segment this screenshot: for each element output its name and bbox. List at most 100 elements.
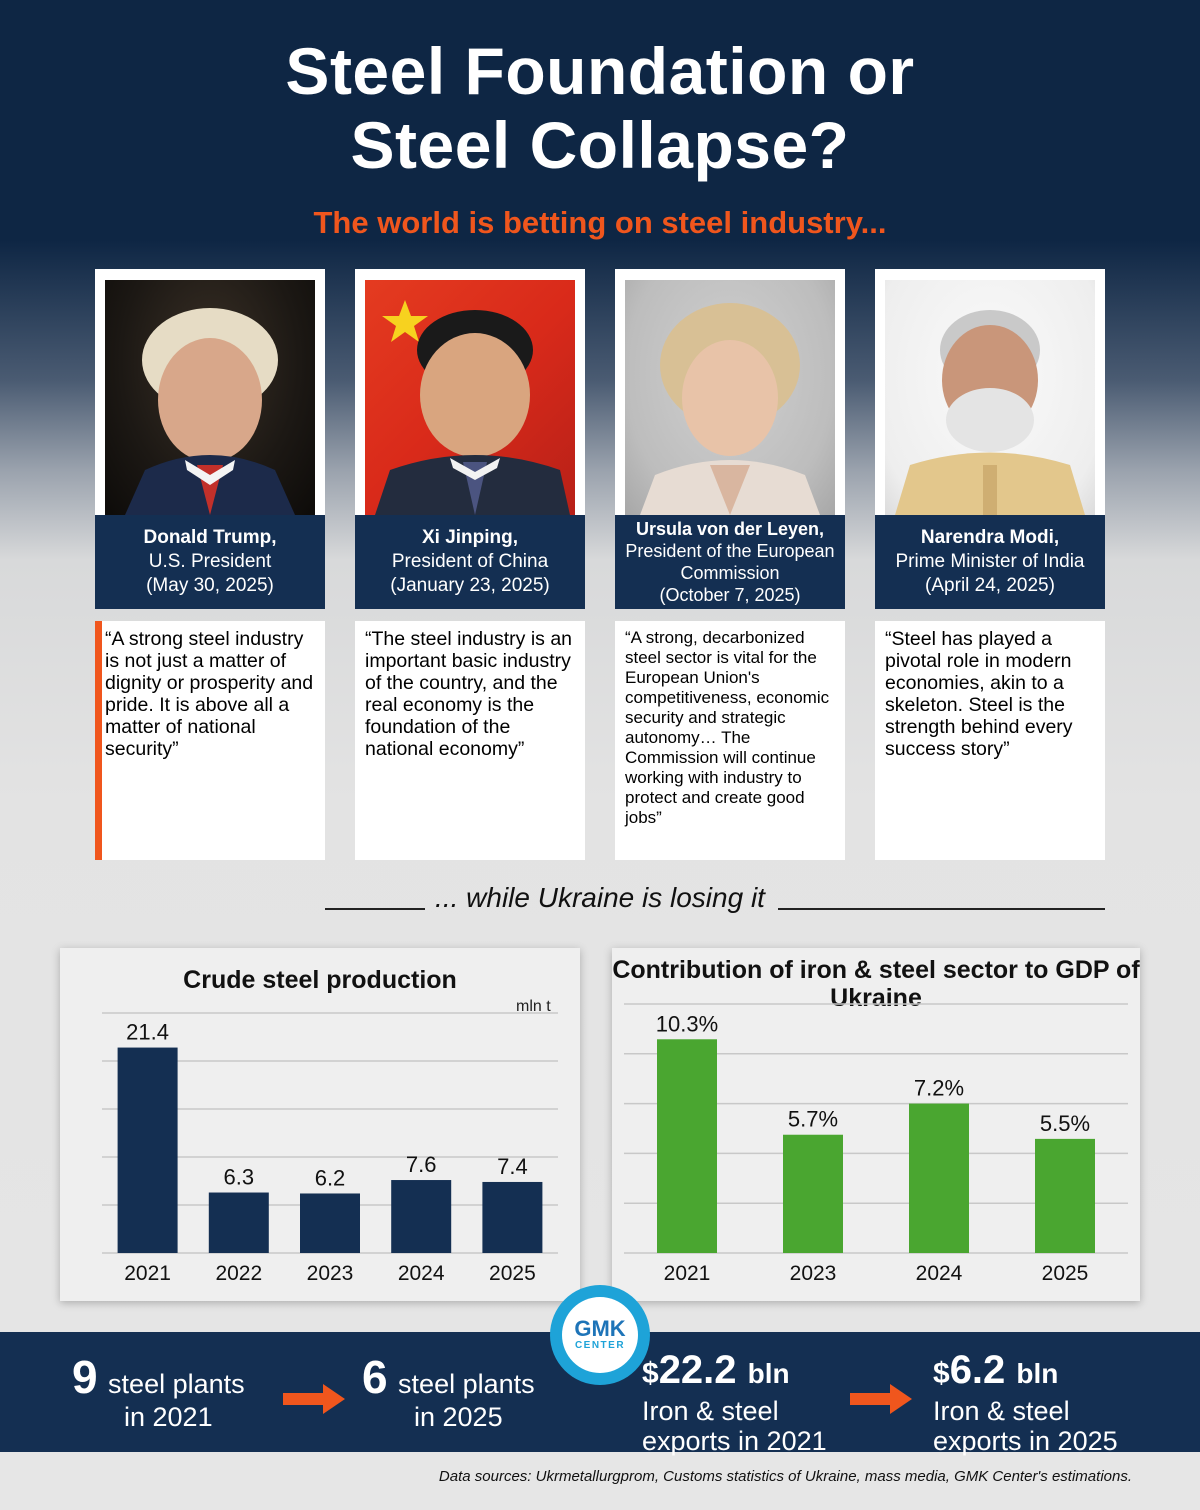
leader-name-box: Ursula von der Leyen, President of the E…	[615, 515, 845, 609]
photo-frame	[875, 269, 1105, 515]
leader-card-xi: Xi Jinping, President of China (January …	[355, 269, 585, 860]
quote-box: “A strong steel industry is not just a m…	[95, 621, 325, 860]
bar	[391, 1180, 452, 1253]
caption-line-right	[778, 908, 1105, 910]
bar	[117, 1047, 178, 1253]
stat-exports-2025: $6.2 bln Iron & steel exports in 2025	[933, 1348, 1118, 1456]
quote-box: “A strong, decarbonized steel sector is …	[615, 621, 845, 860]
bar	[300, 1193, 360, 1253]
chart-crude-steel: 21.4 2021 6.3 2022 6.2 2023 7.6 2024 7.4 2025	[102, 1012, 558, 1285]
chart-crude-steel-panel: Crude steel production mln t 21.4 2021 6.3…	[60, 948, 580, 1301]
quote-date: (May 30, 2025)	[146, 575, 274, 596]
leader-name: Narendra Modi,	[920, 527, 1060, 548]
quote-date: (April 24, 2025)	[925, 575, 1055, 596]
x-tick-label: 2021	[664, 1262, 711, 1285]
logo-text-center: CENTER	[574, 1340, 626, 1351]
stat-label: exports in 2025	[933, 1426, 1118, 1456]
bar	[482, 1181, 543, 1253]
currency-sign: $	[933, 1357, 950, 1390]
photo-frame	[355, 269, 585, 515]
leader-quote: “A strong, decarbonized steel sector is …	[625, 628, 830, 827]
stat-label: steel plants	[108, 1369, 245, 1399]
x-tick-label: 2023	[790, 1262, 837, 1285]
quote-box: “The steel industry is an important basi…	[355, 621, 585, 860]
bar-value-label: 5.5%	[1040, 1111, 1090, 1136]
leader-name: Xi Jinping,	[421, 527, 519, 548]
quote-date: (January 23, 2025)	[390, 575, 550, 596]
leader-card-modi: Narendra Modi, Prime Minister of India (…	[875, 269, 1105, 860]
bar-value-label: 5.7%	[788, 1107, 838, 1132]
gmk-center-logo: GMK CENTER	[550, 1285, 650, 1385]
leader-quote: “A strong steel industry is not just a m…	[105, 628, 314, 760]
bar	[657, 1039, 717, 1253]
bar-value-label: 21.4	[126, 1020, 169, 1045]
leader-name-box: Xi Jinping, President of China (January …	[355, 515, 585, 609]
arrow-right-icon	[283, 1384, 345, 1414]
photo-frame	[95, 269, 325, 515]
stat-value: 6.2	[949, 1348, 1006, 1392]
stat-number: 9	[72, 1351, 98, 1403]
stat-label: in 2021	[124, 1402, 213, 1432]
stat-exports-2021: $22.2 bln Iron & steel exports in 2021	[642, 1348, 827, 1456]
x-tick-label: 2022	[215, 1262, 262, 1285]
stat-label: steel plants	[398, 1369, 535, 1399]
bar	[783, 1134, 843, 1253]
bar-value-label: 7.6	[406, 1152, 437, 1177]
chart-unit: mln t	[516, 998, 551, 1015]
stat-money: $6.2 bln	[933, 1348, 1118, 1396]
stat-unit: bln	[747, 1358, 790, 1389]
leader-card-von-der-leyen: Ursula von der Leyen, President of the E…	[615, 269, 845, 860]
leader-role: President of the European Commission	[625, 541, 835, 583]
data-sources-note: Data sources: Ukrmetallurgprom, Customs …	[438, 1468, 1132, 1485]
chart-gdp-contribution-panel: Contribution of iron & steel sector to G…	[612, 948, 1140, 1301]
title-line-1: Steel Foundation or	[285, 34, 915, 108]
portrait-trump	[105, 280, 315, 515]
bar	[909, 1103, 969, 1253]
stat-label: exports in 2021	[642, 1426, 827, 1456]
quote-accent-bar	[95, 621, 102, 860]
leader-role: President of China	[391, 551, 549, 572]
leader-name: Donald Trump,	[143, 527, 277, 548]
portrait-modi	[885, 280, 1095, 515]
x-tick-label: 2024	[916, 1262, 963, 1285]
bar-value-label: 6.2	[315, 1165, 346, 1190]
caption-line-left	[325, 908, 425, 910]
x-tick-label: 2025	[489, 1262, 536, 1285]
stat-value: 22.2	[658, 1348, 737, 1392]
title-line-2: Steel Collapse?	[350, 108, 850, 182]
leader-name: Ursula von der Leyen,	[635, 519, 825, 539]
arrow-right-icon	[850, 1384, 912, 1414]
x-tick-label: 2025	[1042, 1262, 1089, 1285]
bar-value-label: 7.4	[497, 1154, 528, 1179]
leader-role: U.S. President	[148, 551, 272, 572]
logo-inner: GMK CENTER	[562, 1297, 638, 1373]
leader-quote: “Steel has played a pivotal role in mode…	[885, 628, 1073, 760]
stat-money: $22.2 bln	[642, 1348, 827, 1396]
portrait-xi	[365, 280, 575, 515]
leader-quote: “The steel industry is an important basi…	[365, 628, 573, 760]
bar	[1035, 1138, 1095, 1253]
portrait-von-der-leyen	[625, 280, 835, 515]
logo-text-gmk: GMK	[574, 1316, 626, 1341]
leader-name-box: Narendra Modi, Prime Minister of India (…	[875, 515, 1105, 609]
chart-gdp-contribution: 10.3% 2021 5.7% 2023 7.2% 2024 5.5% 2025	[624, 1003, 1128, 1285]
bar-value-label: 10.3%	[656, 1011, 718, 1036]
bar-value-label: 6.3	[224, 1165, 255, 1190]
leader-name-box: Donald Trump, U.S. President (May 30, 20…	[95, 515, 325, 609]
x-tick-label: 2023	[307, 1262, 354, 1285]
stat-plants-2021: 9 steel plants in 2021	[72, 1352, 245, 1432]
leader-card-trump: Donald Trump, U.S. President (May 30, 20…	[95, 269, 325, 860]
photo-frame	[615, 269, 845, 515]
x-tick-label: 2024	[398, 1262, 445, 1285]
chart-title: Contribution of iron & steel sector to G…	[612, 956, 1140, 1012]
page-subtitle: The world is betting on steel industry..…	[313, 205, 887, 240]
currency-sign: $	[642, 1357, 659, 1390]
section-caption: ... while Ukraine is losing it	[435, 882, 765, 913]
stat-label: in 2025	[414, 1402, 503, 1432]
chart-title: Crude steel production	[183, 966, 457, 994]
stat-label: Iron & steel	[933, 1396, 1070, 1426]
quote-box: “Steel has played a pivotal role in mode…	[875, 621, 1105, 860]
stat-label: Iron & steel	[642, 1396, 779, 1426]
stat-number: 6	[362, 1351, 388, 1403]
stat-plants-2025: 6 steel plants in 2025	[362, 1352, 535, 1432]
